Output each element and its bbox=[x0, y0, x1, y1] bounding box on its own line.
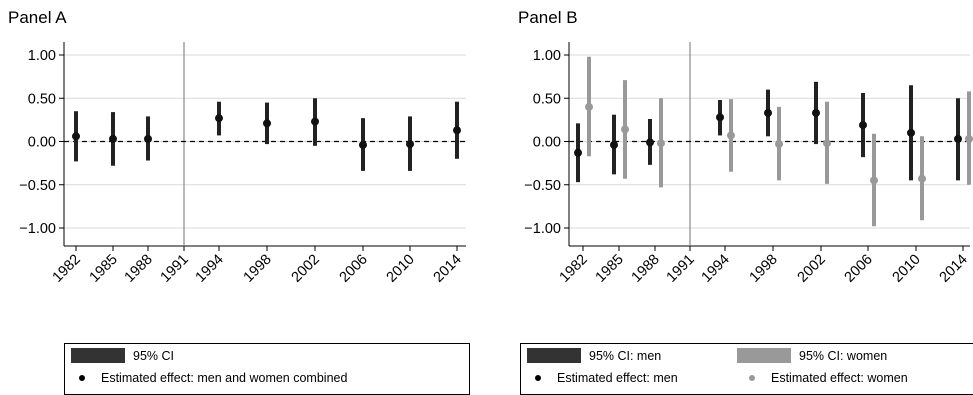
panel-b-point-women bbox=[585, 102, 593, 111]
panel-b-point-women bbox=[870, 176, 878, 185]
panel-a-point-combined bbox=[109, 134, 117, 143]
panel-a-ytick-label: −1.00 bbox=[19, 221, 56, 237]
panel-b-xtick-label: 2014 bbox=[937, 252, 971, 286]
legend-b-men-point-marker bbox=[535, 375, 541, 381]
panel-b-point-women bbox=[823, 139, 831, 148]
legend-a-point-entry: Estimated effect: men and women combined bbox=[71, 371, 347, 385]
legend-b-women-point-marker bbox=[749, 375, 755, 381]
panel-a-xtick-label: 1988 bbox=[122, 252, 156, 286]
panel-a-xtick-label: 1998 bbox=[241, 252, 275, 286]
panel-b-ytick-label: 1.00 bbox=[533, 48, 561, 64]
panel-a-point-combined bbox=[359, 140, 367, 149]
panel-b-xtick-label: 1994 bbox=[699, 252, 733, 286]
panel-b-point-men bbox=[610, 140, 618, 149]
legend-b-women-ci-entry: 95% CI: women bbox=[737, 348, 887, 363]
panel-a-point-combined bbox=[72, 132, 80, 141]
legend-panel-a: 95% CI Estimated effect: men and women c… bbox=[64, 343, 470, 395]
panel-a-ytick-label: −0.50 bbox=[19, 178, 56, 194]
legend-b-men-point-entry: Estimated effect: men bbox=[527, 371, 678, 385]
panel-b-point-women bbox=[918, 174, 926, 183]
panel-a-xtick-label: 2010 bbox=[384, 252, 418, 286]
panel-b-ytick-label: 0.50 bbox=[533, 91, 561, 107]
legend-b-women-ci-swatch bbox=[737, 348, 791, 363]
panel-b-xtick-label: 1985 bbox=[593, 252, 627, 286]
panel-b-point-men bbox=[716, 113, 724, 122]
legend-b-men-point-label: Estimated effect: men bbox=[557, 371, 678, 385]
legend-panel-b: 95% CI: men 95% CI: women Estimated effe… bbox=[520, 343, 973, 395]
panel-b-ytick-label: −0.50 bbox=[524, 178, 561, 194]
panel-b-point-men bbox=[574, 148, 582, 157]
panel-b-xtick-label: 2006 bbox=[842, 252, 876, 286]
legend-b-men-ci-label: 95% CI: men bbox=[589, 348, 662, 363]
panel-a-point-combined bbox=[215, 114, 223, 123]
panel-a-xtick-label: 1985 bbox=[87, 252, 121, 286]
legend-b-men-ci-entry: 95% CI: men bbox=[527, 348, 661, 363]
panel-a-xtick-label: 2014 bbox=[431, 252, 465, 286]
panel-a-xtick-label: 1982 bbox=[50, 252, 84, 286]
panel-a-xtick-label: 1991 bbox=[158, 252, 192, 286]
panel-b-xtick-label: 1982 bbox=[557, 252, 591, 286]
panel-a-xtick-label: 1994 bbox=[193, 252, 227, 286]
panel-b-point-women bbox=[657, 139, 665, 148]
panel-b-point-men bbox=[907, 128, 915, 137]
panel-b-point-men bbox=[764, 108, 772, 117]
panel-b-point-women bbox=[727, 131, 735, 140]
panel-a-point-combined bbox=[263, 119, 271, 128]
panel-b-xtick-label: 2002 bbox=[795, 252, 829, 286]
panel-a-point-combined bbox=[406, 140, 414, 149]
panel-b-point-men bbox=[646, 138, 654, 147]
panel-a-xtick-label: 2006 bbox=[337, 252, 371, 286]
panel-b-xtick-label: 2010 bbox=[890, 252, 924, 286]
panel-a-ytick-label: 0.00 bbox=[28, 135, 56, 151]
legend-a-point-label: Estimated effect: men and women combined bbox=[101, 371, 348, 385]
legend-a-ci-label: 95% CI bbox=[133, 348, 174, 363]
panel-a-xtick-label: 2002 bbox=[289, 252, 323, 286]
panel-b-point-men bbox=[954, 134, 962, 143]
panel-a-ytick-label: 1.00 bbox=[28, 48, 56, 64]
legend-a-point-marker bbox=[79, 375, 85, 381]
legend-b-women-ci-label: 95% CI: women bbox=[799, 348, 888, 363]
panel-a-point-combined bbox=[311, 117, 319, 126]
legend-a-ci-swatch bbox=[71, 348, 125, 363]
legend-b-men-ci-swatch bbox=[527, 348, 581, 363]
panel-b-point-women bbox=[621, 125, 629, 134]
panel-b-point-men bbox=[812, 108, 820, 117]
panel-b-point-women bbox=[965, 134, 973, 143]
panel-b-xtick-label: 1991 bbox=[664, 252, 698, 286]
panel-b-title: Panel B bbox=[518, 8, 578, 27]
panel-b-point-women bbox=[775, 140, 783, 149]
panel-a-title: Panel A bbox=[8, 8, 67, 27]
panel-b-ytick-label: 0.00 bbox=[533, 135, 561, 151]
panel-b-point-men bbox=[859, 121, 867, 130]
panel-a-point-combined bbox=[453, 126, 461, 135]
legend-b-women-point-entry: Estimated effect: women bbox=[749, 371, 908, 385]
legend-a-ci-entry: 95% CI bbox=[71, 348, 174, 363]
panel-b-xtick-label: 1988 bbox=[629, 252, 663, 286]
panel-a-point-combined bbox=[144, 134, 152, 143]
legend-b-women-point-label: Estimated effect: women bbox=[771, 371, 908, 385]
panel-b-ytick-label: −1.00 bbox=[524, 221, 561, 237]
panel-a-ytick-label: 0.50 bbox=[28, 91, 56, 107]
panel-b-xtick-label: 1998 bbox=[747, 252, 781, 286]
